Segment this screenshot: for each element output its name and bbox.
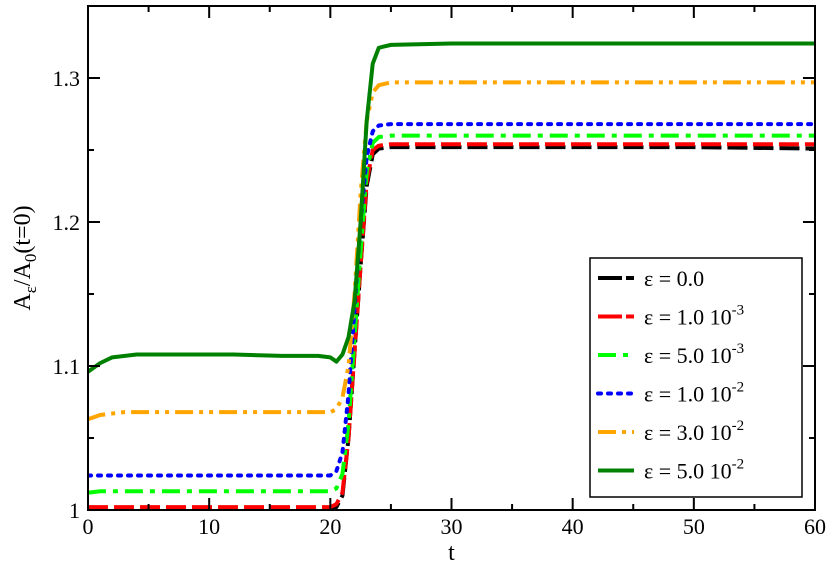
legend-label: ε = 5.0 10-3 (644, 341, 744, 368)
legend-item-5: ε = 3.0 10-2 (598, 418, 744, 445)
legend-item-2: ε = 1.0 10-3 (598, 303, 744, 330)
legend-label: ε = 3.0 10-2 (644, 418, 744, 445)
legend-label-exponent: -3 (732, 303, 745, 319)
y-axis-label-mid: /A (10, 261, 36, 286)
y-axis-label-tail: (t=0) (10, 205, 36, 253)
x-tick-label: 10 (198, 514, 220, 539)
legend-label-main: ε = 1.0 10 (644, 382, 732, 407)
legend-label-main: ε = 5.0 10 (644, 343, 732, 368)
legend-label-main: ε = 1.0 10 (644, 305, 732, 330)
y-tick-label: 1.1 (53, 354, 81, 379)
legend: ε = 0.0ε = 1.0 10-3ε = 5.0 10-3ε = 1.0 1… (589, 257, 803, 498)
x-axis-label: t (448, 540, 455, 566)
legend-label: ε = 0.0 (644, 266, 704, 291)
legend-label-main: ε = 0.0 (644, 266, 704, 291)
legend-label-exponent: -2 (732, 380, 745, 396)
legend-label-main: ε = 3.0 10 (644, 420, 732, 445)
legend-label-exponent: -2 (732, 457, 745, 473)
legend-label-exponent: -2 (732, 418, 745, 434)
ticks-layer (87, 5, 816, 511)
legend-item-6: ε = 5.0 10-2 (598, 457, 744, 484)
y-tick-label: 1.2 (53, 210, 81, 235)
legend-item-1: ε = 0.0 (598, 266, 704, 291)
x-tick-label: 30 (441, 514, 463, 539)
y-axis-label-sub2: 0 (21, 254, 40, 263)
legend-item-3: ε = 5.0 10-3 (598, 341, 744, 368)
legend-label: ε = 1.0 10-2 (644, 380, 744, 407)
series-layer (88, 41, 815, 510)
x-tick-label: 50 (683, 514, 705, 539)
legend-items: ε = 0.0ε = 1.0 10-3ε = 5.0 10-3ε = 1.0 1… (596, 266, 744, 484)
svg-text:Aε/A0(t=0): Aε/A0(t=0) (10, 205, 40, 310)
y-tick-label: 1 (69, 498, 80, 523)
labels-layer: 0 10 20 30 40 50 60 1 1.1 1.2 1.3 (53, 66, 827, 539)
y-axis-label: Aε/A0(t=0) (10, 205, 40, 310)
series-line-3 (88, 133, 815, 495)
y-axis-label-main: A (10, 293, 36, 311)
legend-label-exponent: -3 (732, 341, 745, 357)
legend-box (589, 257, 803, 498)
legend-item-4: ε = 1.0 10-2 (596, 380, 744, 407)
legend-label: ε = 5.0 10-2 (644, 457, 744, 484)
legend-label-main: ε = 5.0 10 (644, 459, 732, 484)
x-tick-label: 60 (804, 514, 826, 539)
series-line-5 (88, 80, 815, 422)
y-axis-label-sub: ε (21, 286, 40, 293)
series-line-6 (88, 41, 815, 374)
x-tick-label: 0 (83, 514, 94, 539)
x-tick-label: 20 (319, 514, 341, 539)
x-tick-label: 40 (562, 514, 584, 539)
y-tick-label: 1.3 (53, 66, 81, 91)
legend-label: ε = 1.0 10-3 (644, 303, 744, 330)
